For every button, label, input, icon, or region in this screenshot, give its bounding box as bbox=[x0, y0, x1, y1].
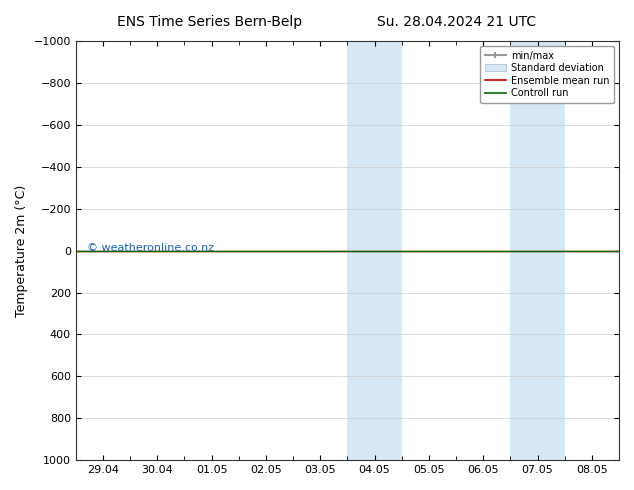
Legend: min/max, Standard deviation, Ensemble mean run, Controll run: min/max, Standard deviation, Ensemble me… bbox=[480, 46, 614, 103]
Bar bbox=[375, 41, 402, 460]
Bar bbox=[347, 41, 375, 460]
Text: © weatheronline.co.nz: © weatheronline.co.nz bbox=[87, 244, 214, 253]
Text: Su. 28.04.2024 21 UTC: Su. 28.04.2024 21 UTC bbox=[377, 15, 536, 29]
Bar bbox=[510, 41, 538, 460]
Text: ENS Time Series Bern-Belp: ENS Time Series Bern-Belp bbox=[117, 15, 302, 29]
Bar bbox=[538, 41, 565, 460]
Y-axis label: Temperature 2m (°C): Temperature 2m (°C) bbox=[15, 184, 28, 317]
